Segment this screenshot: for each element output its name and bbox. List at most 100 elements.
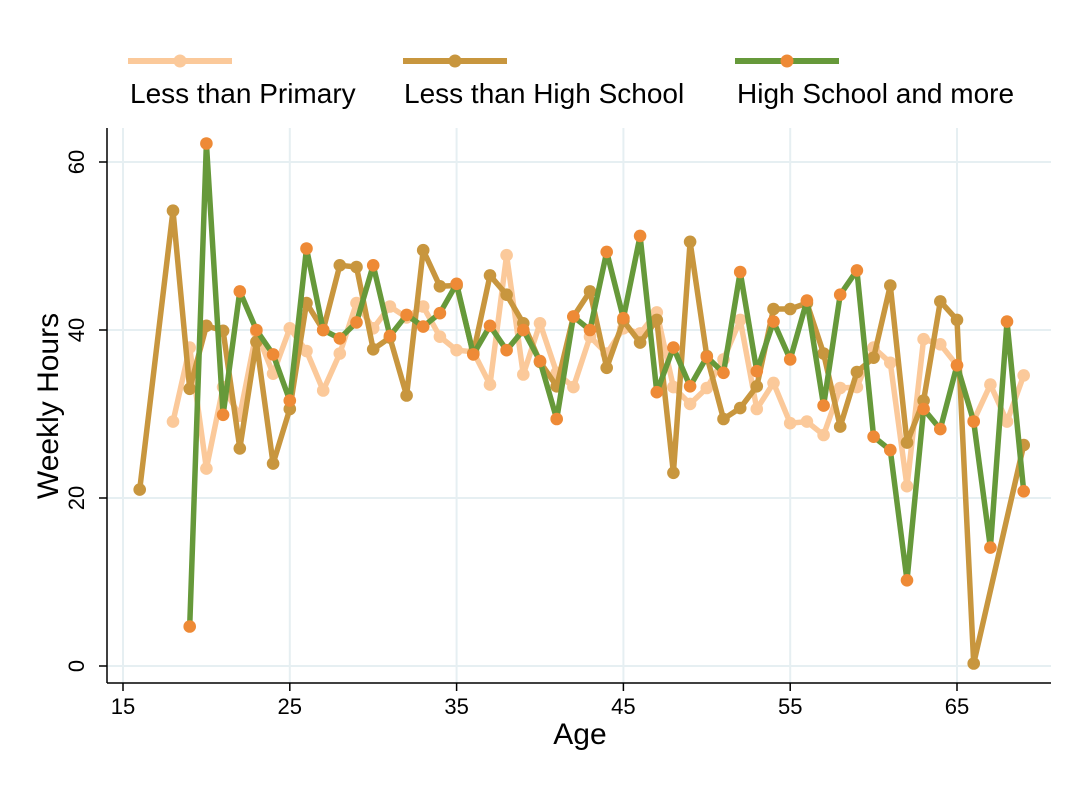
point-less-than-high-school-57 xyxy=(817,347,830,360)
point-less-than-high-school-20 xyxy=(200,319,213,333)
legend-marker-high-school-and-more xyxy=(780,54,794,68)
point-less-than-high-school-53 xyxy=(750,380,764,393)
point-high-school-and-more-43 xyxy=(583,323,597,337)
point-less-than-primary-69 xyxy=(1017,369,1030,382)
point-less-than-high-school-46 xyxy=(633,336,647,349)
legend-marker-less-than-high-school xyxy=(448,54,462,68)
point-less-than-primary-26 xyxy=(300,344,313,358)
point-high-school-and-more-56 xyxy=(800,294,814,307)
point-high-school-and-more-49 xyxy=(683,380,697,393)
legend-item-less-than-primary[interactable]: Less than Primary xyxy=(128,54,356,110)
point-high-school-and-more-29 xyxy=(350,316,363,329)
point-less-than-primary-67 xyxy=(984,378,997,391)
point-less-than-high-school-28 xyxy=(333,259,347,272)
point-high-school-and-more-33 xyxy=(416,320,430,333)
point-less-than-primary-48 xyxy=(667,380,680,394)
point-less-than-high-school-30 xyxy=(366,343,380,356)
point-less-than-primary-35 xyxy=(450,343,463,357)
point-high-school-and-more-60 xyxy=(867,430,880,444)
point-high-school-and-more-36 xyxy=(467,348,480,361)
point-less-than-high-school-61 xyxy=(884,279,897,292)
point-high-school-and-more-30 xyxy=(366,259,380,272)
point-high-school-and-more-63 xyxy=(917,402,930,416)
point-high-school-and-more-61 xyxy=(884,443,897,457)
point-less-than-high-school-34 xyxy=(433,280,447,293)
point-less-than-high-school-43 xyxy=(583,285,597,298)
point-high-school-and-more-66 xyxy=(967,415,980,428)
point-less-than-high-school-47 xyxy=(650,313,664,327)
point-less-than-primary-50 xyxy=(700,381,714,395)
point-less-than-primary-52 xyxy=(733,313,747,327)
point-less-than-high-school-24 xyxy=(266,457,280,470)
legend: Less than Primary Less than High School … xyxy=(128,54,1014,110)
point-high-school-and-more-35 xyxy=(450,277,463,291)
point-less-than-high-school-48 xyxy=(667,466,680,480)
point-high-school-and-more-67 xyxy=(984,541,997,554)
point-less-than-high-school-18 xyxy=(166,204,180,217)
series-layer xyxy=(133,137,1030,670)
point-high-school-and-more-37 xyxy=(483,319,497,333)
legend-item-less-than-high-school[interactable]: Less than High School xyxy=(403,54,684,110)
point-high-school-and-more-27 xyxy=(316,323,330,337)
point-high-school-and-more-65 xyxy=(950,359,964,372)
y-tick-label-20: 20 xyxy=(64,486,89,510)
point-high-school-and-more-51 xyxy=(717,366,730,380)
point-high-school-and-more-34 xyxy=(433,306,447,320)
point-less-than-primary-57 xyxy=(817,428,830,442)
point-less-than-primary-64 xyxy=(934,338,947,351)
point-less-than-primary-40 xyxy=(533,317,547,330)
point-less-than-primary-49 xyxy=(683,397,697,411)
point-high-school-and-more-55 xyxy=(783,353,797,366)
point-high-school-and-more-50 xyxy=(700,350,714,364)
point-less-than-primary-31 xyxy=(383,300,397,313)
point-less-than-primary-62 xyxy=(900,479,914,493)
point-less-than-primary-39 xyxy=(517,368,530,381)
point-less-than-high-school-44 xyxy=(600,361,613,375)
point-less-than-primary-18 xyxy=(166,415,180,428)
axes: 15 25 35 45 55 65 0 20 40 60 xyxy=(64,128,1051,719)
point-high-school-and-more-58 xyxy=(833,288,847,302)
x-tick-label-65: 65 xyxy=(945,694,969,719)
point-less-than-high-school-64 xyxy=(934,295,947,308)
point-less-than-high-school-60 xyxy=(867,351,880,365)
point-less-than-high-school-32 xyxy=(400,389,413,402)
point-less-than-primary-68 xyxy=(1000,415,1014,428)
y-axis-label: Weekly Hours xyxy=(32,313,65,499)
point-less-than-high-school-65 xyxy=(950,313,964,327)
point-less-than-high-school-55 xyxy=(783,302,797,316)
point-less-than-high-school-29 xyxy=(350,260,363,274)
point-high-school-and-more-24 xyxy=(266,348,280,361)
legend-label-less-than-high-school: Less than High School xyxy=(404,78,684,109)
point-high-school-and-more-19 xyxy=(183,620,196,633)
point-less-than-primary-20 xyxy=(200,462,213,475)
point-high-school-and-more-52 xyxy=(733,265,747,279)
point-high-school-and-more-31 xyxy=(383,329,397,343)
point-high-school-and-more-54 xyxy=(767,315,780,328)
point-less-than-primary-25 xyxy=(283,322,297,335)
x-axis-label: Age xyxy=(553,718,606,751)
x-tick-label-55: 55 xyxy=(778,694,802,719)
point-high-school-and-more-44 xyxy=(600,245,613,259)
series-high-school-and-more xyxy=(183,137,1030,633)
legend-label-less-than-primary: Less than Primary xyxy=(130,78,356,109)
point-high-school-and-more-68 xyxy=(1000,315,1014,328)
point-high-school-and-more-69 xyxy=(1017,485,1030,498)
point-less-than-primary-28 xyxy=(333,347,347,360)
series-line-less-than-primary xyxy=(170,252,1027,489)
x-tick-label-35: 35 xyxy=(444,694,468,719)
point-high-school-and-more-57 xyxy=(817,399,830,412)
point-high-school-and-more-20 xyxy=(200,137,213,150)
point-high-school-and-more-48 xyxy=(667,341,680,354)
point-less-than-high-school-16 xyxy=(133,483,146,496)
point-less-than-high-school-33 xyxy=(416,243,430,257)
y-tick-label-60: 60 xyxy=(64,150,89,174)
point-less-than-primary-54 xyxy=(767,376,780,390)
point-high-school-and-more-42 xyxy=(567,310,580,323)
point-less-than-high-school-51 xyxy=(717,412,730,426)
point-high-school-and-more-62 xyxy=(900,574,914,587)
legend-item-high-school-and-more[interactable]: High School and more xyxy=(735,54,1014,110)
point-high-school-and-more-32 xyxy=(400,308,413,322)
point-high-school-and-more-28 xyxy=(333,332,347,345)
point-high-school-and-more-21 xyxy=(216,408,230,422)
